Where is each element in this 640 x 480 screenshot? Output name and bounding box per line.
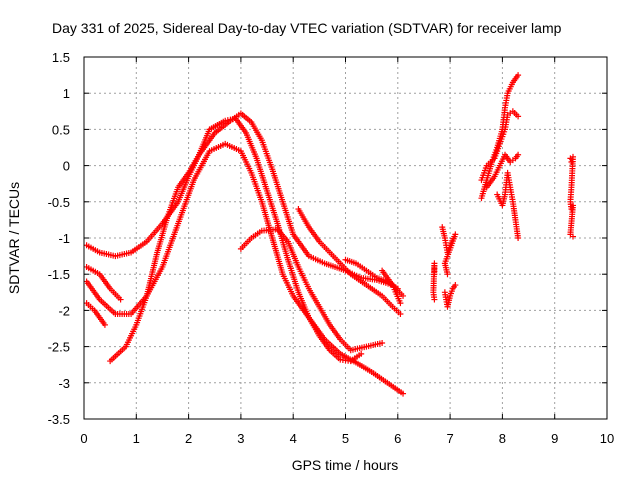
x-tick-label: 7: [446, 431, 453, 446]
series-track-a: [83, 110, 407, 299]
series-track-q: [567, 153, 577, 240]
series-track-k: [439, 224, 459, 278]
data-point: [515, 72, 522, 79]
data-point: [431, 296, 438, 303]
data-point: [515, 151, 522, 158]
series-track-f: [237, 226, 386, 354]
x-tick-label: 1: [133, 431, 140, 446]
data-point: [400, 390, 407, 397]
series-track-e: [107, 115, 365, 365]
x-tick-label: 6: [394, 431, 401, 446]
y-axis-label: SDTVAR / TECUs: [6, 182, 22, 294]
data-point: [452, 282, 459, 289]
x-tick-label: 4: [290, 431, 297, 446]
data-point: [394, 285, 401, 292]
data-point: [568, 206, 575, 213]
y-tick-label: -3.5: [48, 412, 70, 427]
x-tick-label: 9: [551, 431, 558, 446]
x-tick-label: 2: [185, 431, 192, 446]
data-point: [101, 321, 108, 328]
series-track-j: [430, 260, 438, 303]
chart-title: Day 331 of 2025, Sidereal Day-to-day VTE…: [52, 20, 562, 36]
y-tick-label: 0: [63, 159, 70, 174]
series-track-d: [83, 300, 108, 328]
series-track-i: [379, 267, 404, 307]
series-track-o: [483, 151, 522, 191]
series-track-h: [342, 256, 401, 292]
data-point: [444, 271, 451, 278]
data-point: [397, 300, 404, 307]
series-track-p: [494, 169, 522, 241]
y-tick-label: -1.5: [48, 267, 70, 282]
series-track-n: [478, 108, 522, 184]
data-point: [515, 113, 522, 120]
data-point: [117, 296, 124, 303]
series-track-l: [441, 282, 459, 310]
x-tick-label: 10: [600, 431, 614, 446]
data-point: [400, 292, 407, 299]
y-tick-label: 1.5: [52, 50, 70, 65]
y-tick-label: -3: [58, 376, 70, 391]
y-tick-label: 1: [63, 86, 70, 101]
series-track-g: [295, 206, 404, 318]
x-tick-label: 5: [342, 431, 349, 446]
axis-ticks: 0 1 2 3 4 5 6 7 8 9 10 1.5 1 0.5 0 -0.5 -1 -1.5 -2 -2.5 -3 -3…: [48, 50, 615, 446]
data-point: [397, 311, 404, 318]
y-tick-label: 0.5: [52, 122, 70, 137]
y-tick-label: -1: [58, 231, 70, 246]
data-points: [83, 72, 577, 397]
series-track-b: [83, 263, 124, 303]
y-tick-label: -2.5: [48, 340, 70, 355]
x-tick-label: 3: [237, 431, 244, 446]
y-tick-label: -0.5: [48, 195, 70, 210]
x-tick-label: 8: [499, 431, 506, 446]
data-point: [570, 233, 577, 240]
x-axis-label: GPS time / hours: [292, 457, 399, 473]
x-tick-label: 0: [80, 431, 87, 446]
data-point: [515, 235, 522, 241]
data-point: [358, 350, 365, 357]
data-point: [379, 339, 386, 346]
y-tick-label: -2: [58, 303, 70, 318]
